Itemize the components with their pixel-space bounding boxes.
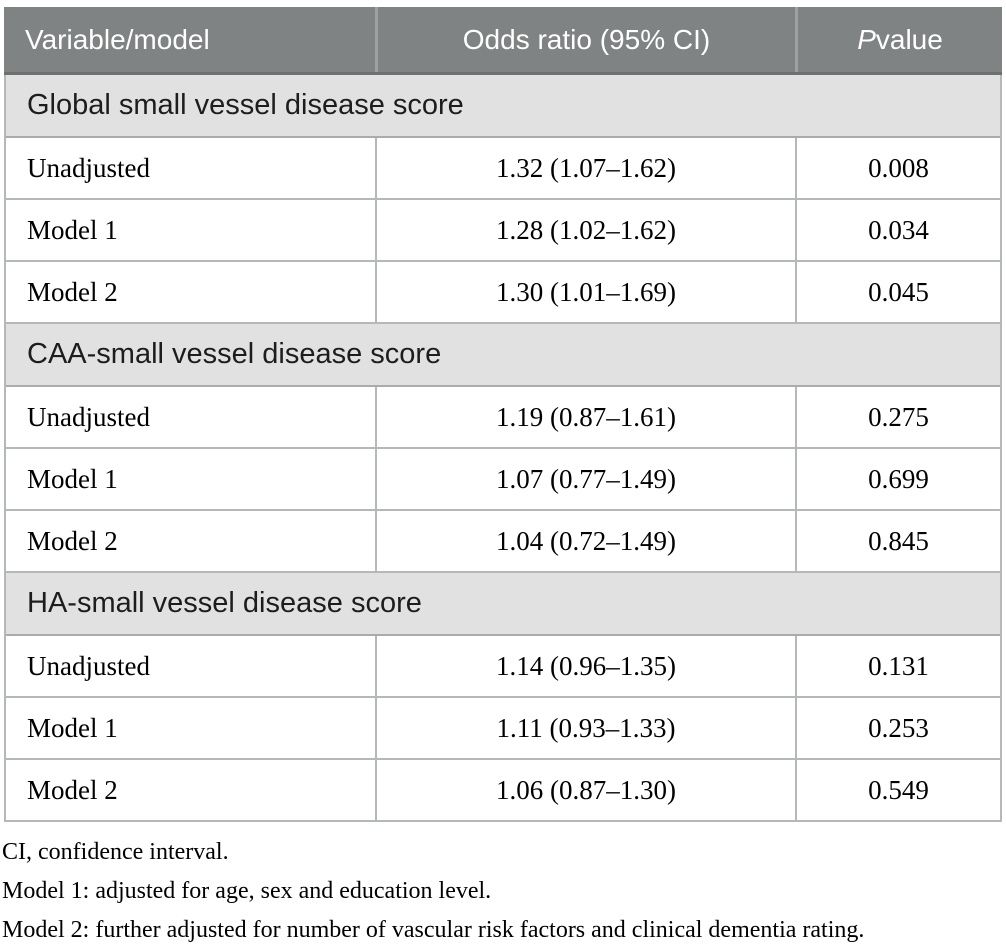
section-header-ha-svd: HA-small vessel disease score bbox=[6, 573, 1000, 636]
p-value-cell: 0.275 bbox=[795, 387, 1000, 447]
table-row: Model 2 1.30 (1.01–1.69) 0.045 bbox=[6, 262, 1000, 324]
p-value-cell: 0.845 bbox=[795, 511, 1000, 571]
footnote-model-2: Model 2: further adjusted for number of … bbox=[2, 917, 865, 943]
table-row: Model 1 1.28 (1.02–1.62) 0.034 bbox=[6, 200, 1000, 262]
table-row: Model 2 1.04 (0.72–1.49) 0.845 bbox=[6, 511, 1000, 573]
section-header-global-svd: Global small vessel disease score bbox=[6, 75, 1000, 138]
p-value-cell: 0.034 bbox=[795, 200, 1000, 260]
row-label-cell: Model 2 bbox=[27, 774, 118, 805]
odds-ratio-cell: 1.14 (0.96–1.35) bbox=[375, 636, 795, 696]
p-value-cell: 0.045 bbox=[795, 262, 1000, 322]
table-row: Model 1 1.11 (0.93–1.33) 0.253 bbox=[6, 698, 1000, 760]
row-label-cell: Model 2 bbox=[27, 525, 118, 556]
p-value-cell: 0.008 bbox=[795, 138, 1000, 198]
table-row: Unadjusted 1.19 (0.87–1.61) 0.275 bbox=[6, 387, 1000, 449]
p-value-rest: value bbox=[875, 23, 943, 55]
odds-ratio-cell: 1.19 (0.87–1.61) bbox=[375, 387, 795, 447]
odds-ratio-cell: 1.04 (0.72–1.49) bbox=[375, 511, 795, 571]
column-header-p-value: P value bbox=[795, 7, 1002, 72]
row-label-cell: Model 2 bbox=[27, 276, 118, 307]
p-value-cell: 0.253 bbox=[795, 698, 1000, 758]
odds-ratio-cell: 1.06 (0.87–1.30) bbox=[375, 760, 795, 820]
row-label-cell: Unadjusted bbox=[27, 152, 150, 183]
p-value-cell: 0.549 bbox=[795, 760, 1000, 820]
footnote-ci-definition: CI, confidence interval. bbox=[2, 839, 229, 865]
table-footnotes: CI, confidence interval. Model 1: adjust… bbox=[0, 822, 1006, 948]
p-value-italic-p: P bbox=[857, 23, 876, 55]
section-header-caa-svd: CAA-small vessel disease score bbox=[6, 324, 1000, 387]
table-header-row: Variable/model Odds ratio (95% CI) P val… bbox=[4, 7, 1002, 75]
table-row: Model 2 1.06 (0.87–1.30) 0.549 bbox=[6, 760, 1000, 822]
footnote-model-1: Model 1: adjusted for age, sex and educa… bbox=[2, 878, 492, 904]
row-label-cell: Unadjusted bbox=[27, 401, 150, 432]
odds-ratio-cell: 1.28 (1.02–1.62) bbox=[375, 200, 795, 260]
p-value-cell: 0.131 bbox=[795, 636, 1000, 696]
row-label-cell: Model 1 bbox=[27, 214, 118, 245]
odds-ratio-cell: 1.11 (0.93–1.33) bbox=[375, 698, 795, 758]
column-header-odds-ratio: Odds ratio (95% CI) bbox=[375, 7, 795, 72]
p-value-cell: 0.699 bbox=[795, 449, 1000, 509]
odds-ratio-cell: 1.30 (1.01–1.69) bbox=[375, 262, 795, 322]
row-label-cell: Model 1 bbox=[27, 463, 118, 494]
row-label-cell: Model 1 bbox=[27, 712, 118, 743]
table-body: Global small vessel disease score Unadju… bbox=[4, 75, 1002, 822]
odds-ratio-cell: 1.32 (1.07–1.62) bbox=[375, 138, 795, 198]
row-label-cell: Unadjusted bbox=[27, 650, 150, 681]
column-header-variable-model: Variable/model bbox=[25, 23, 210, 55]
odds-ratio-cell: 1.07 (0.77–1.49) bbox=[375, 449, 795, 509]
table-row: Unadjusted 1.32 (1.07–1.62) 0.008 bbox=[6, 138, 1000, 200]
table-row: Model 1 1.07 (0.77–1.49) 0.699 bbox=[6, 449, 1000, 511]
odds-ratio-table: Variable/model Odds ratio (95% CI) P val… bbox=[4, 7, 1002, 822]
table-row: Unadjusted 1.14 (0.96–1.35) 0.131 bbox=[6, 636, 1000, 698]
